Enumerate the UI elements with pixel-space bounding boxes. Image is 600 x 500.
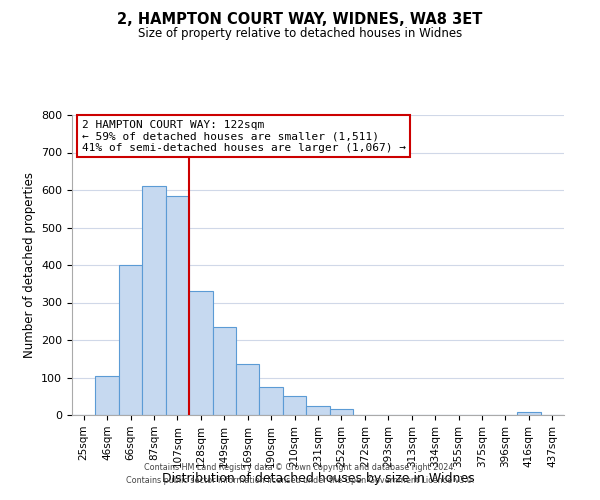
Bar [330,410,353,415]
Bar [166,196,189,415]
Text: Size of property relative to detached houses in Widnes: Size of property relative to detached ho… [138,28,462,40]
Bar [189,291,212,415]
Bar [212,327,236,415]
Text: Contains public sector information licensed under the Open Government Licence v3: Contains public sector information licen… [126,476,474,485]
Text: 2, HAMPTON COURT WAY, WIDNES, WA8 3ET: 2, HAMPTON COURT WAY, WIDNES, WA8 3ET [118,12,482,28]
Bar [119,265,142,415]
Bar [283,396,306,415]
Bar [142,186,166,415]
Bar [259,387,283,415]
Bar [236,364,259,415]
Bar [306,406,330,415]
Bar [95,376,119,415]
Text: Contains HM Land Registry data © Crown copyright and database right 2024.: Contains HM Land Registry data © Crown c… [144,464,456,472]
X-axis label: Distribution of detached houses by size in Widnes: Distribution of detached houses by size … [161,472,475,486]
Text: 2 HAMPTON COURT WAY: 122sqm
← 59% of detached houses are smaller (1,511)
41% of : 2 HAMPTON COURT WAY: 122sqm ← 59% of det… [82,120,406,152]
Y-axis label: Number of detached properties: Number of detached properties [23,172,35,358]
Bar [517,412,541,415]
